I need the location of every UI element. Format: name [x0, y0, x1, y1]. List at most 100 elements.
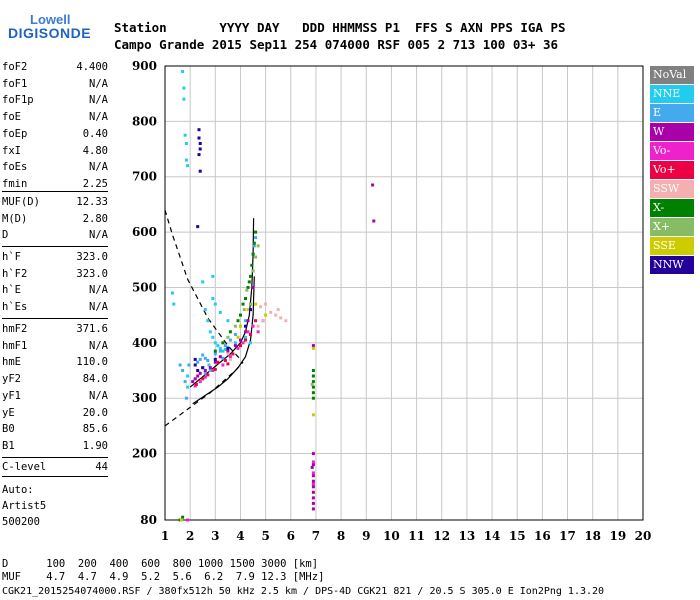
footer-file-info: CGK21_2015254074000.RSF / 380fx512h 50 k… — [2, 586, 605, 597]
x-tick-label: 4 — [236, 529, 244, 543]
data-point-w — [311, 479, 315, 483]
data-point-ssw — [274, 313, 278, 317]
y-tick-label: 400 — [132, 336, 157, 350]
data-point-nne — [226, 319, 230, 323]
data-point-nne — [172, 302, 176, 306]
data-point-vo — [311, 482, 315, 486]
data-point-nne — [206, 319, 210, 323]
data-point-e — [196, 360, 200, 364]
x-tick-label: 11 — [408, 529, 425, 543]
footer-distance-row: D 100 200 400 600 800 1000 1500 3000 [km… — [2, 558, 319, 570]
data-point-vo — [203, 375, 207, 379]
data-point-vo — [206, 373, 210, 377]
data-point-w — [193, 377, 197, 381]
data-point-nne — [213, 341, 217, 345]
data-point-nne — [216, 344, 220, 348]
data-point-ssw — [264, 302, 268, 306]
data-point-nnw — [198, 147, 202, 151]
footer-muf-row: MUF 4.7 4.7 4.9 5.2 5.6 6.2 7.9 12.3 [MH… — [2, 571, 325, 583]
param-value: N/A — [89, 339, 108, 352]
y-tick-label: 900 — [132, 59, 157, 73]
data-point-x — [249, 302, 252, 306]
x-tick-label: 18 — [584, 529, 601, 543]
data-point-nnw — [198, 142, 202, 145]
param-value: 110.0 — [76, 356, 108, 369]
data-point-e — [228, 338, 232, 342]
auto-scaling-line: Artist5 — [2, 500, 47, 512]
data-point-ssw — [279, 316, 283, 320]
data-point-nne — [207, 363, 211, 367]
data-point-x — [311, 391, 315, 395]
param-value: 2.80 — [82, 212, 108, 225]
data-point-nne — [221, 349, 225, 353]
dashed-curve-lower — [164, 361, 244, 427]
header-row-values: Campo Grande 2015 Sep11 254 074000 RSF 0… — [114, 37, 559, 52]
data-point-nne — [213, 302, 217, 306]
data-point-nnw — [193, 357, 197, 361]
data-point-vo — [194, 382, 198, 386]
param-row: yF1 N/A — [2, 389, 108, 403]
x-tick-label: 13 — [459, 529, 476, 543]
data-point-w — [311, 344, 315, 348]
data-point-w — [218, 355, 222, 359]
param-row: MUF(D) 12.33 — [2, 195, 108, 209]
data-point-w — [198, 371, 202, 375]
data-point-nnw — [226, 346, 230, 350]
param-label: foEp — [2, 127, 28, 140]
data-point-vo — [213, 367, 217, 371]
data-point-e — [244, 319, 247, 323]
param-value: N/A — [89, 389, 108, 402]
data-point-e — [178, 363, 182, 367]
param-row: B0 85.6 — [2, 422, 108, 436]
data-point-nnw — [196, 369, 200, 372]
param-divider — [2, 476, 108, 477]
param-label: hmF2 — [2, 323, 28, 335]
data-point-e — [252, 244, 256, 248]
data-point-nne — [208, 330, 212, 334]
data-point-vo — [311, 471, 315, 475]
data-point-sse — [246, 308, 250, 312]
data-point-e — [221, 356, 225, 360]
data-point-w — [203, 369, 207, 372]
data-point-nne — [218, 310, 222, 314]
y-tick-label: 800 — [132, 114, 157, 128]
param-label: foE — [2, 111, 21, 124]
data-point-nnw — [197, 128, 201, 132]
data-point-w — [191, 380, 195, 384]
logo-digisonde: DIGISONDE — [8, 25, 92, 41]
profile-curve — [189, 218, 255, 388]
x-tick-label: 14 — [484, 529, 501, 543]
data-point-w — [311, 496, 315, 500]
y-tick-label: 500 — [132, 280, 157, 294]
data-point-vo — [246, 330, 250, 334]
param-value: 4.400 — [76, 61, 108, 73]
data-point-ssw — [256, 324, 260, 328]
x-tick-label: 20 — [635, 529, 652, 543]
param-label: fmin — [2, 177, 28, 190]
data-point-w — [311, 474, 315, 478]
data-point-x — [245, 288, 249, 292]
data-point-w — [233, 344, 237, 348]
data-point-x — [178, 518, 182, 522]
data-point-e — [213, 352, 217, 356]
param-divider — [2, 318, 108, 319]
data-point-nnw — [197, 153, 201, 157]
data-point-e — [184, 396, 188, 400]
data-point-e — [254, 236, 258, 240]
param-divider — [2, 191, 108, 192]
param-divider — [2, 246, 108, 247]
data-point-w — [311, 463, 315, 467]
param-label: fxI — [2, 144, 21, 157]
data-point-nne — [244, 335, 247, 339]
data-point-x — [311, 369, 315, 372]
x-tick-label: 10 — [383, 529, 400, 543]
param-row: foF1p N/A — [2, 93, 108, 107]
param-row: D N/A — [2, 228, 108, 242]
data-point-w — [311, 452, 315, 456]
param-label: hmF1 — [2, 339, 28, 352]
param-value: N/A — [89, 161, 108, 174]
data-point-nne — [201, 280, 205, 284]
x-tick-label: 6 — [287, 529, 295, 543]
data-point-x — [242, 308, 246, 312]
data-point-x — [251, 269, 255, 273]
